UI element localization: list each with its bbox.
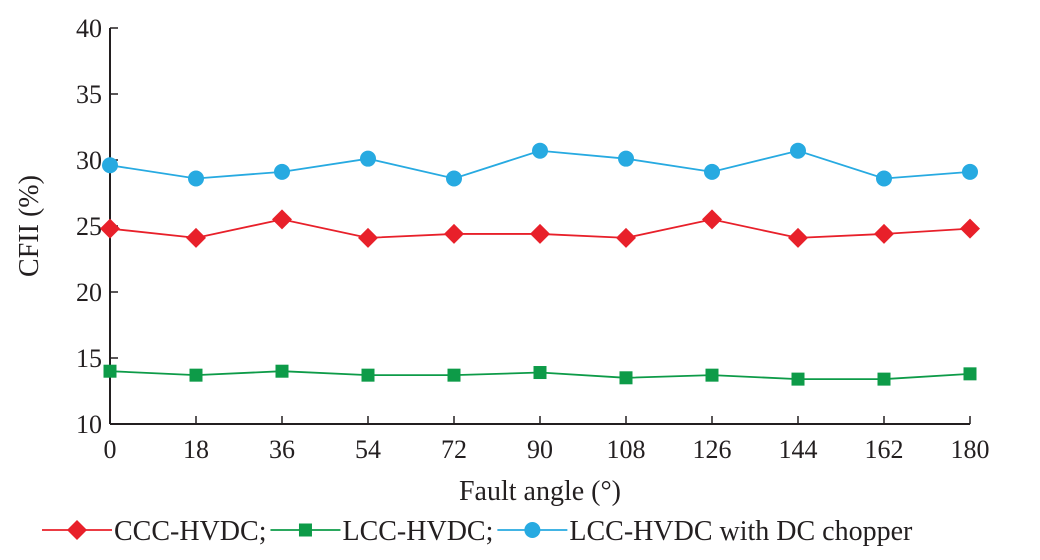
data-point-square xyxy=(447,368,461,382)
data-point-diamond xyxy=(186,227,206,248)
y-axis-title: CFII (%) xyxy=(14,175,45,277)
y-ticks: 10 15 20 25 30 35 40 xyxy=(76,14,118,439)
data-point-square xyxy=(189,368,203,382)
x-tick-label: 54 xyxy=(355,435,381,464)
data-point-circle xyxy=(704,163,720,180)
series-square xyxy=(103,364,977,386)
x-tick-label: 162 xyxy=(865,435,904,464)
data-point-square xyxy=(533,366,547,380)
data-point-diamond xyxy=(874,223,894,244)
data-point-circle xyxy=(790,142,806,159)
data-point-diamond xyxy=(702,209,722,230)
legend-item: LCC-HVDC with DC chopper xyxy=(497,516,913,547)
plot-series xyxy=(100,142,980,386)
data-point-square xyxy=(963,367,977,381)
y-tick-label: 40 xyxy=(76,14,102,43)
data-point-diamond xyxy=(444,223,464,244)
data-point-circle xyxy=(274,163,290,180)
data-point-diamond xyxy=(100,218,120,239)
legend-marker-diamond xyxy=(67,520,87,540)
legend-label: CCC-HVDC; xyxy=(114,516,266,547)
data-point-diamond xyxy=(530,223,550,244)
legend-item: CCC-HVDC; xyxy=(42,516,266,547)
x-tick-label: 18 xyxy=(183,435,209,464)
x-tick-label: 180 xyxy=(951,435,990,464)
data-point-diamond xyxy=(272,209,292,230)
data-point-diamond xyxy=(788,227,808,248)
y-tick-label: 25 xyxy=(76,212,102,241)
x-ticks: 0 18 36 54 72 90 108 126 144 162 180 xyxy=(104,416,990,464)
y-tick-label: 10 xyxy=(76,410,102,439)
data-point-square xyxy=(275,364,289,378)
legend-marker-square xyxy=(298,523,312,537)
series-circle xyxy=(102,142,978,187)
data-point-diamond xyxy=(616,227,636,248)
data-point-square xyxy=(103,364,117,378)
data-point-circle xyxy=(360,150,376,167)
data-point-square xyxy=(361,368,375,382)
data-point-circle xyxy=(188,170,204,187)
data-point-circle xyxy=(532,142,548,159)
legend: CCC-HVDC; LCC-HVDC; LCC-HVDC with DC chopp… xyxy=(42,516,913,547)
data-point-square xyxy=(791,372,805,386)
y-tick-label: 30 xyxy=(76,146,102,175)
legend-label: LCC-HVDC; xyxy=(342,516,493,547)
data-point-circle xyxy=(446,170,462,187)
data-point-diamond xyxy=(358,227,378,248)
x-tick-label: 0 xyxy=(104,435,117,464)
data-point-square xyxy=(705,368,719,382)
data-point-circle xyxy=(962,163,978,180)
data-point-circle xyxy=(102,157,118,174)
y-tick-label: 20 xyxy=(76,278,102,307)
y-tick-label: 15 xyxy=(76,344,102,373)
data-point-circle xyxy=(876,170,892,187)
x-tick-label: 36 xyxy=(269,435,295,464)
y-tick-label: 35 xyxy=(76,80,102,109)
legend-item: LCC-HVDC; xyxy=(270,516,493,547)
legend-label: LCC-HVDC with DC chopper xyxy=(569,516,913,547)
series-diamond xyxy=(100,209,980,248)
x-tick-label: 72 xyxy=(441,435,467,464)
data-point-circle xyxy=(618,150,634,167)
x-tick-label: 108 xyxy=(607,435,646,464)
x-tick-label: 126 xyxy=(693,435,732,464)
x-tick-label: 90 xyxy=(527,435,553,464)
data-point-diamond xyxy=(960,218,980,239)
data-point-square xyxy=(619,371,633,385)
x-tick-label: 144 xyxy=(779,435,818,464)
x-axis-title: Fault angle (°) xyxy=(459,476,621,507)
legend-marker-circle xyxy=(524,522,541,538)
data-point-square xyxy=(877,372,891,386)
